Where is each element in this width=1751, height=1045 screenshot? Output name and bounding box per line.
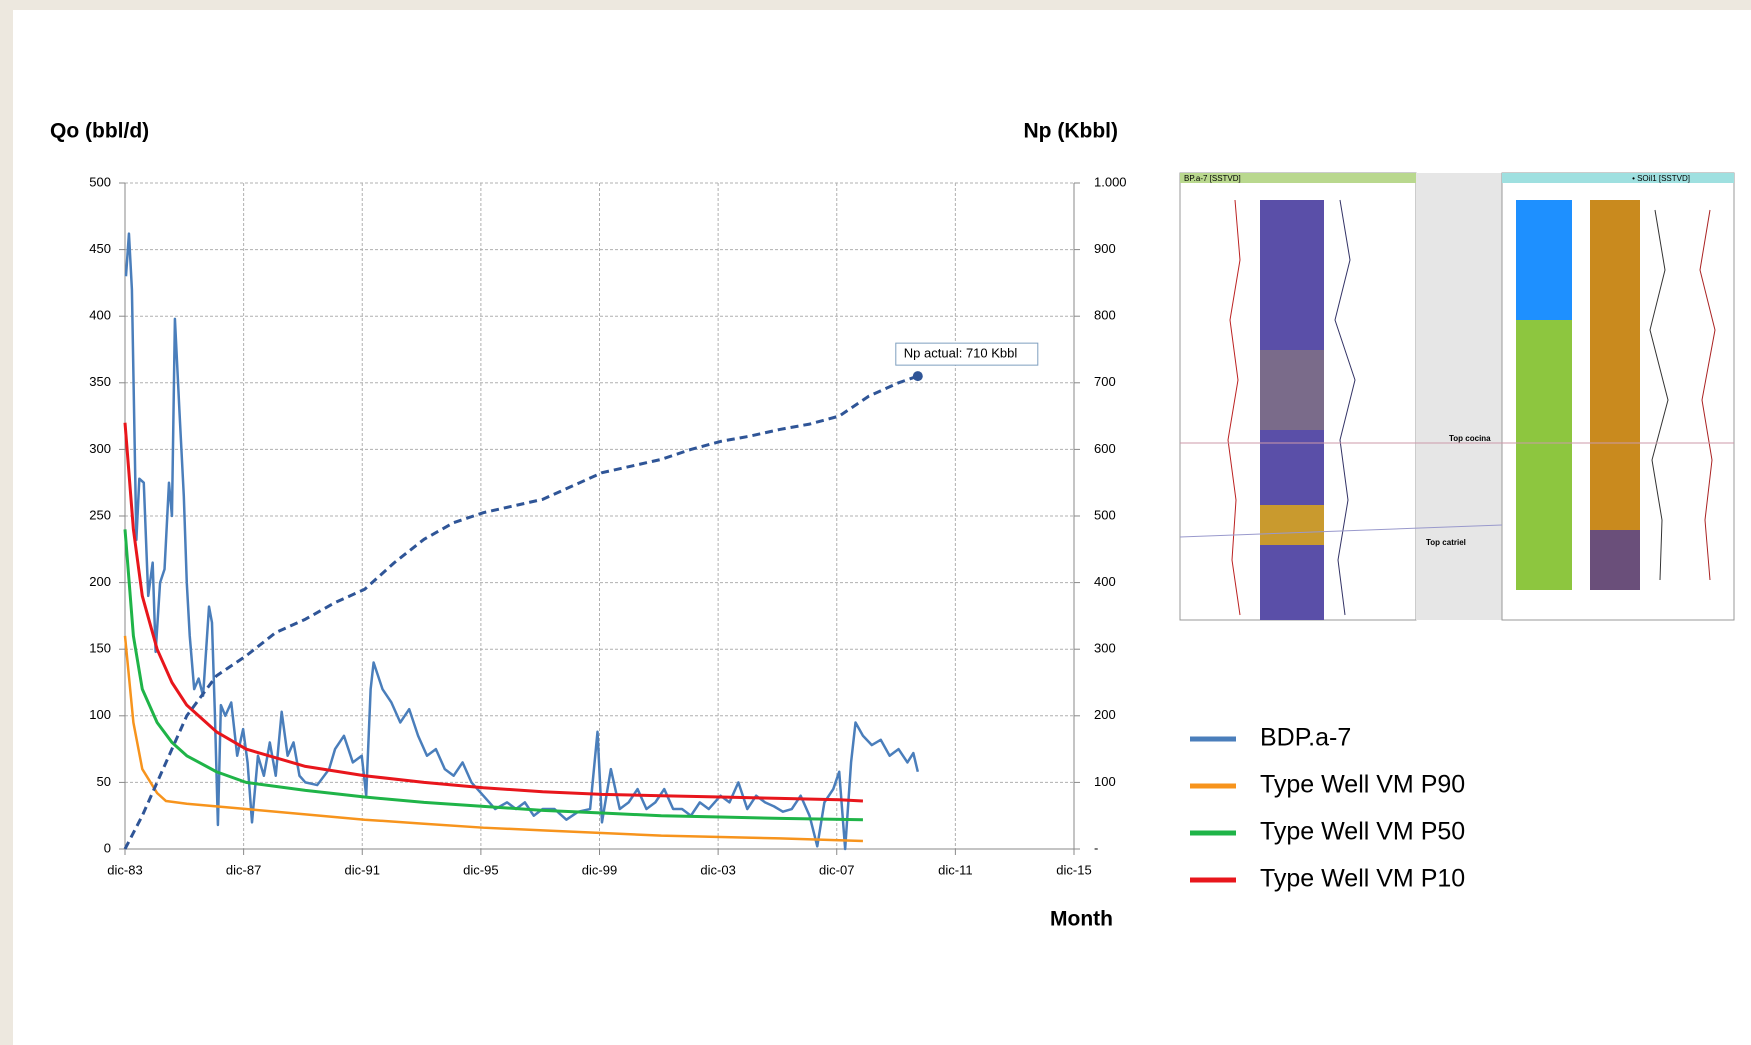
y-tick-label: 200 — [89, 574, 111, 589]
y-tick-label: 150 — [89, 641, 111, 656]
legend-label: Type Well VM P90 — [1260, 771, 1465, 799]
y-axis-title: Qo (bbl/d) — [50, 120, 149, 143]
x-tick-label: dic-95 — [463, 862, 498, 877]
log-track — [1590, 530, 1640, 590]
x-tick-label: dic-03 — [700, 862, 735, 877]
x-tick-label: dic-07 — [819, 862, 854, 877]
y-tick-label: 500 — [89, 174, 111, 189]
y-tick-label: 400 — [89, 308, 111, 323]
x-tick-label: dic-91 — [345, 862, 380, 877]
y2-tick-label: 900 — [1094, 241, 1116, 256]
y2-axis-title: Np (Kbbl) — [1024, 120, 1118, 143]
marker-label: Top catriel — [1426, 538, 1466, 547]
legend-label: BDP.a-7 — [1260, 724, 1351, 752]
log-title: • SOil1 [SSTVD] — [1632, 174, 1690, 183]
y-tick-label: 100 — [89, 707, 111, 722]
y2-tick-label: 1.000 — [1094, 174, 1127, 189]
y2-tick-label: 700 — [1094, 374, 1116, 389]
y-tick-label: 50 — [97, 774, 111, 789]
x-tick-label: dic-11 — [938, 862, 972, 877]
y-tick-label: 250 — [89, 507, 111, 522]
annotation: Np actual: 710 Kbbl — [904, 346, 1018, 361]
series-line — [123, 422, 864, 803]
x-tick-label: dic-87 — [226, 862, 261, 877]
log-track — [1260, 505, 1324, 545]
log-gap — [1416, 173, 1502, 620]
log-curve — [1649, 209, 1669, 581]
x-tick-label: dic-99 — [582, 862, 617, 877]
y2-tick-label: - — [1094, 840, 1098, 855]
log-track — [1260, 350, 1324, 430]
x-tick-label: dic-15 — [1056, 862, 1091, 877]
y2-tick-label: 800 — [1094, 308, 1116, 323]
y2-tick-label: 200 — [1094, 707, 1116, 722]
y-tick-label: 0 — [104, 840, 111, 855]
log-track — [1516, 200, 1572, 320]
legend-label: Type Well VM P50 — [1260, 818, 1465, 846]
y2-tick-label: 300 — [1094, 641, 1116, 656]
annotation-box — [895, 342, 1039, 366]
y-tick-label: 450 — [89, 241, 111, 256]
legend-label: Type Well VM P10 — [1260, 865, 1465, 893]
log-title: BP.a-7 [SSTVD] — [1184, 174, 1241, 183]
well-logs: BP.a-7 [SSTVD] • SOil1 [SSTVD] Top cocin… — [1179, 172, 1735, 621]
x-tick-label: dic-83 — [107, 862, 142, 877]
y-tick-label: 350 — [89, 374, 111, 389]
y2-tick-label: 400 — [1094, 574, 1116, 589]
y-tick-label: 300 — [89, 441, 111, 456]
log-header — [1502, 173, 1734, 183]
log-track — [1590, 200, 1640, 590]
y2-tick-label: 600 — [1094, 441, 1116, 456]
end-point — [912, 371, 923, 382]
marker-line — [1179, 524, 1503, 538]
log-curve — [1699, 209, 1716, 581]
log-header — [1180, 173, 1416, 183]
y2-tick-label: 500 — [1094, 507, 1116, 522]
series-line — [123, 529, 863, 822]
series-line — [124, 232, 920, 851]
marker-label: Top cocina — [1449, 434, 1491, 443]
log-curve — [1227, 199, 1241, 616]
x-axis-title: Month — [1050, 908, 1113, 931]
log-curve — [1334, 199, 1356, 616]
series-line — [123, 635, 863, 843]
y2-tick-label: 100 — [1094, 774, 1116, 789]
